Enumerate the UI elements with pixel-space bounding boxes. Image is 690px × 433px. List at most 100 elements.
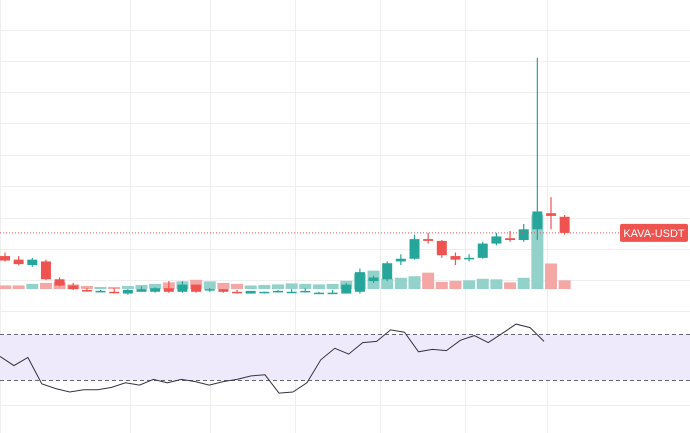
candle-body-22	[300, 290, 311, 293]
volume-bar-22	[299, 283, 312, 289]
candle-0	[0, 252, 10, 262]
candle-body-16	[218, 289, 229, 292]
candle-body-8	[109, 291, 120, 294]
volume-bar-41	[558, 280, 571, 289]
candle-2	[27, 257, 38, 267]
candle-12	[163, 281, 174, 293]
volume-bar-39	[531, 215, 544, 289]
candle-1	[13, 256, 24, 265]
candle-body-41	[559, 216, 570, 233]
volume-bar-7	[94, 286, 107, 289]
volume-bar-31	[422, 272, 435, 289]
rsi-band	[0, 334, 690, 381]
volume-bar-17	[231, 283, 244, 289]
candle-body-32	[436, 240, 447, 256]
candle-body-23	[313, 292, 324, 295]
volume-bar-36	[490, 279, 503, 289]
candle-31	[423, 232, 434, 244]
symbol-badge-background	[620, 223, 688, 242]
candle-body-29	[395, 258, 406, 262]
candle-body-40	[546, 213, 556, 216]
candle-body-30	[409, 239, 420, 259]
candle-35	[477, 241, 488, 259]
volume-bar-6	[80, 285, 93, 289]
candle-18	[245, 290, 256, 294]
candle-39	[532, 57, 543, 240]
candle-7	[95, 290, 106, 293]
candle-body-4	[54, 279, 65, 286]
candles	[0, 57, 570, 295]
candle-body-3	[40, 261, 51, 280]
rsi-pane	[0, 323, 690, 394]
volume-bar-24	[326, 283, 339, 289]
candle-4	[54, 277, 65, 287]
volume-bar-38	[517, 277, 530, 289]
candle-10	[136, 286, 147, 292]
candle-body-35	[477, 243, 488, 258]
volume-bar-29	[394, 277, 407, 289]
candle-body-18	[245, 290, 256, 294]
candle-body-39	[532, 211, 543, 230]
candle-3	[40, 259, 51, 281]
candle-body-31	[423, 239, 434, 241]
candle-27	[368, 275, 379, 283]
volume-bar-35	[476, 278, 489, 289]
volume-bar-18	[244, 285, 257, 289]
candle-body-9	[122, 290, 133, 294]
volume-bar-16	[217, 282, 230, 289]
candle-30	[409, 234, 420, 260]
candle-6	[81, 288, 92, 292]
candle-26	[354, 268, 365, 294]
candle-22	[300, 288, 311, 293]
volume-bar-9	[121, 285, 134, 289]
candle-16	[218, 289, 229, 293]
candle-body-11	[150, 288, 161, 292]
volume-bar-30	[408, 276, 421, 289]
candle-14	[191, 284, 202, 293]
candle-body-6	[81, 290, 92, 292]
candle-body-12	[163, 288, 174, 292]
volume-bar-20	[272, 284, 284, 289]
candle-body-25	[341, 284, 352, 294]
candle-body-21	[286, 291, 297, 294]
volume-bar-33	[449, 280, 462, 289]
candle-24	[327, 290, 338, 295]
candle-8	[109, 288, 120, 294]
candle-33	[450, 252, 461, 265]
candle-body-5	[68, 285, 79, 290]
volume-bar-14	[190, 279, 203, 289]
candle-body-17	[232, 291, 243, 294]
volume-bar-15	[203, 281, 216, 289]
volume-bar-32	[435, 281, 448, 289]
candle-body-14	[191, 284, 202, 292]
candle-40	[546, 197, 556, 230]
candle-11	[150, 287, 161, 293]
candle-body-38	[518, 229, 529, 240]
symbol-label: KAVA-USDT	[623, 228, 685, 240]
candle-body-34	[464, 257, 475, 260]
candle-17	[232, 290, 243, 294]
symbol-price-badge: KAVA-USDT	[620, 223, 688, 242]
candle-body-10	[136, 289, 147, 292]
candle-20	[273, 290, 283, 293]
candle-body-7	[95, 290, 106, 293]
candle-body-0	[0, 256, 10, 261]
candle-body-24	[327, 292, 338, 295]
volume-bar-37	[504, 282, 517, 289]
candle-34	[464, 254, 475, 262]
volume-bar-28	[381, 278, 394, 289]
candle-body-2	[27, 259, 38, 265]
volume-bar-0	[0, 285, 11, 289]
candle-32	[436, 240, 447, 258]
volume-bar-21	[285, 283, 298, 289]
candle-body-1	[13, 259, 24, 265]
volume-bar-8	[108, 286, 121, 289]
volume-bar-1	[12, 285, 25, 289]
candle-body-19	[259, 291, 270, 294]
candle-29	[395, 254, 406, 265]
volume-bar-23	[312, 284, 325, 289]
candle-body-37	[505, 238, 516, 240]
candle-body-33	[450, 256, 461, 260]
candle-23	[313, 291, 324, 295]
